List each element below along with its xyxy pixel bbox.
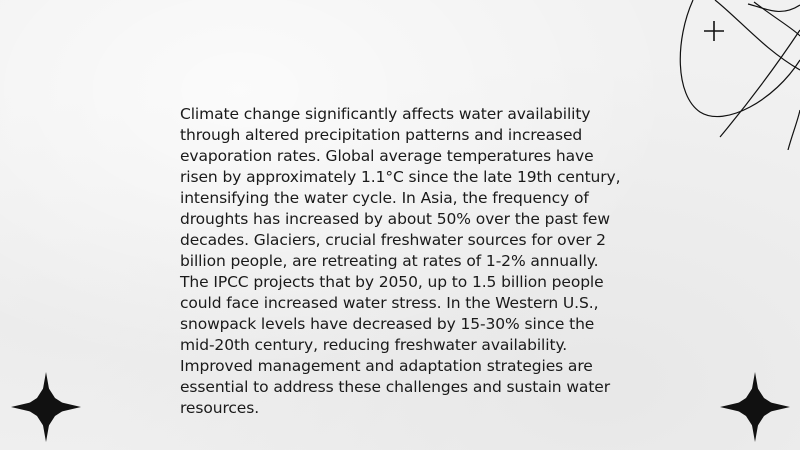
orbit-lines-icon — [679, 0, 800, 150]
four-point-star-icon — [720, 372, 790, 442]
four-point-star-icon — [11, 372, 81, 442]
slide-body-text: Climate change significantly affects wat… — [180, 105, 621, 417]
